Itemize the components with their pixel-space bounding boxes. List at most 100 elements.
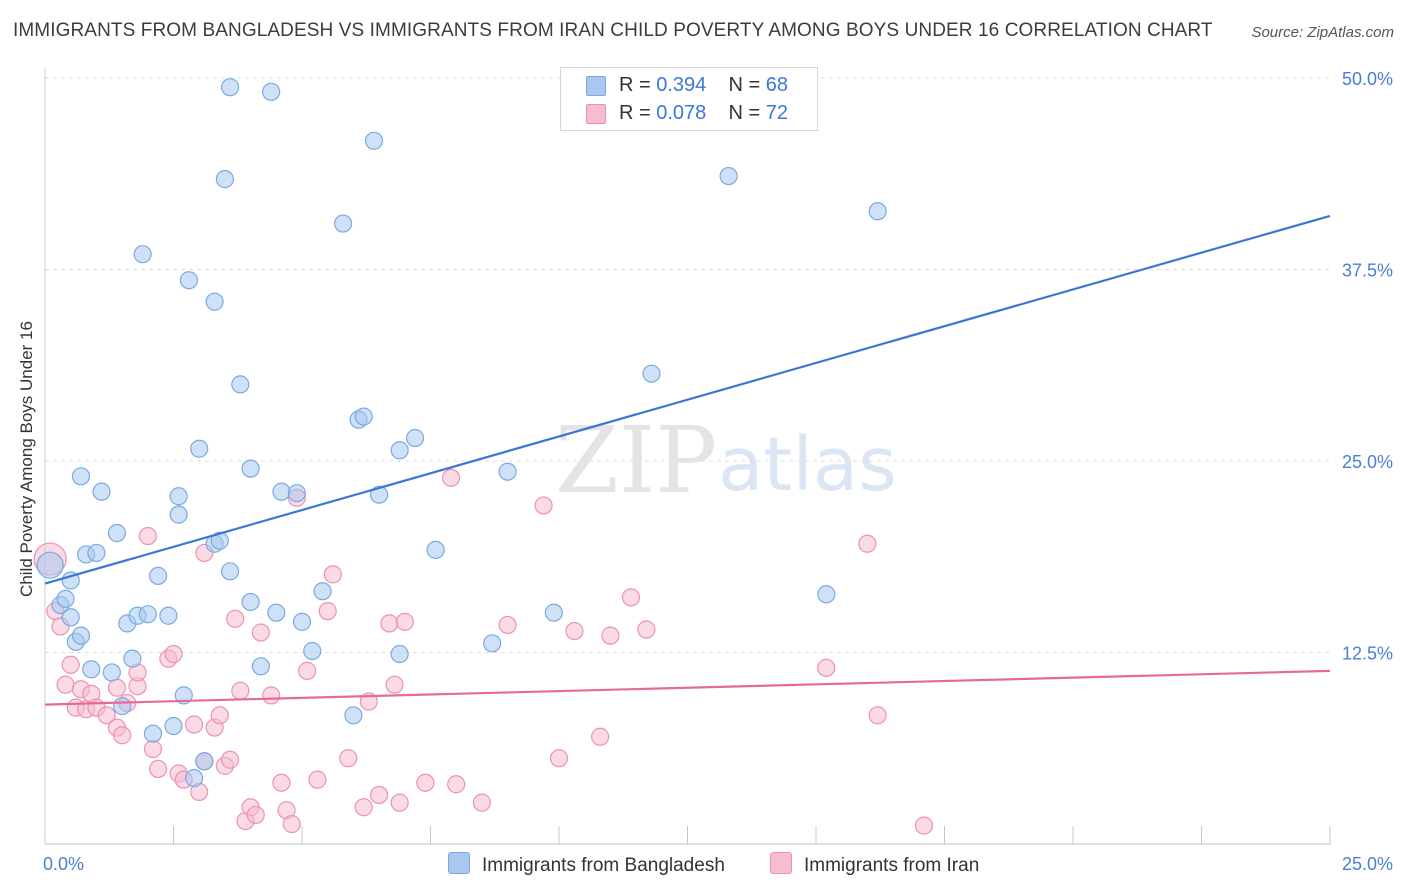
bangladesh-point [107, 523, 127, 543]
iran-trend-line [44, 669, 1331, 706]
bangladesh-point [112, 697, 132, 716]
bangladesh-point [92, 482, 111, 501]
bangladesh-point [313, 582, 332, 601]
bangladesh-point [210, 531, 229, 550]
iran-point [143, 739, 163, 759]
legend-n-label: N = [728, 102, 761, 124]
y-tick-label: 25.0% [1342, 452, 1393, 472]
bottom-legend-iran: Immigrants from Iran [770, 852, 979, 877]
bangladesh-point [36, 551, 64, 579]
bangladesh-trend-line [44, 214, 1331, 585]
bangladesh-point [159, 606, 178, 625]
correlation-legend: R = 0.394 N = 68 R = 0.078 N = 72 [560, 67, 818, 131]
iran-point [308, 770, 327, 789]
iran-point [251, 623, 270, 642]
iran-point [817, 658, 836, 677]
iran-point [272, 773, 291, 792]
bangladesh-point [71, 626, 91, 645]
x-tick-label: 0.0% [43, 854, 84, 874]
bangladesh-point [241, 592, 260, 612]
watermark-zip: ZIP [555, 407, 717, 514]
iran-point [231, 681, 250, 700]
bangladesh-point [292, 612, 312, 631]
bangladesh-point [405, 428, 425, 448]
legend-n-label: N = [728, 74, 761, 96]
iran-point [262, 686, 281, 705]
bangladesh-point [287, 484, 306, 503]
legend-r-value-iran: 0.078 [656, 102, 707, 124]
bangladesh-point [71, 467, 91, 486]
bangladesh-point [138, 605, 157, 624]
bangladesh-point [195, 752, 214, 771]
legend-n-value-bangladesh: 68 [765, 74, 789, 96]
iran-point [56, 675, 75, 694]
iran-point [591, 727, 610, 746]
iran-point [354, 798, 373, 817]
bangladesh-point [344, 706, 363, 725]
iran-point [184, 715, 204, 734]
iran-point [621, 588, 641, 607]
bangladesh-point [262, 82, 281, 101]
bangladesh-point [364, 131, 384, 150]
iran-point [637, 620, 656, 639]
bangladesh-point [251, 657, 270, 676]
bangladesh-point [179, 271, 199, 290]
iran-point [416, 773, 435, 792]
bangladesh-point [231, 375, 250, 394]
y-tick-label: 37.5% [1342, 261, 1393, 281]
iran-point [549, 749, 569, 768]
bangladesh-point [190, 439, 209, 458]
iran-point [148, 759, 168, 779]
x-tick-label: 25.0% [1342, 854, 1393, 874]
bangladesh-point [370, 485, 389, 504]
bangladesh-point [544, 603, 563, 622]
iran-points [33, 468, 934, 835]
iran-point [447, 775, 466, 794]
iran-point [601, 626, 620, 645]
bangladesh-point [334, 214, 353, 233]
bangladesh-point [61, 608, 80, 627]
bangladesh-point [164, 716, 183, 736]
iran-point [282, 814, 301, 834]
legend-r-value-bangladesh: 0.394 [656, 74, 707, 96]
iran-point [97, 706, 116, 725]
bangladesh-point [102, 663, 121, 682]
iran-point [210, 706, 229, 725]
bangladesh-point [205, 292, 224, 311]
legend-r-label: R = [619, 102, 651, 124]
bangladesh-point [272, 482, 291, 501]
bangladesh-point [390, 441, 409, 460]
bangladesh-point [169, 505, 188, 524]
bangladesh-point [174, 686, 193, 705]
bangladesh-point [498, 462, 517, 481]
y-tick-label: 12.5% [1342, 644, 1393, 664]
bangladesh-point [483, 634, 502, 653]
bangladesh-point [56, 589, 75, 608]
axes [44, 68, 1331, 845]
bottom-legend-swatch-bangladesh [448, 852, 470, 874]
iran-point [226, 609, 245, 628]
bangladesh-point [220, 78, 240, 97]
iran-point [339, 749, 358, 768]
legend-n-value-iran: 72 [765, 102, 789, 124]
bangladesh-point [426, 540, 445, 559]
legend-r-label: R = [619, 74, 651, 96]
bangladesh-point [184, 769, 204, 788]
iran-point [868, 706, 887, 725]
bangladesh-point [390, 644, 409, 664]
iran-point [370, 785, 389, 805]
bangladesh-point [82, 660, 101, 679]
bangladesh-point [220, 562, 240, 581]
trend-lines [44, 214, 1331, 706]
bottom-legend-label-iran: Immigrants from Iran [804, 855, 980, 876]
bangladesh-point [148, 566, 168, 586]
y-axis-label: Child Poverty Among Boys Under 16 [17, 321, 36, 597]
iran-point [380, 614, 399, 633]
iran-point [914, 816, 934, 835]
bangladesh-point [133, 245, 152, 264]
iran-point [534, 496, 553, 515]
bangladesh-point [303, 641, 322, 661]
bangladesh-point [241, 459, 260, 478]
iran-point [318, 602, 337, 621]
bangladesh-point [817, 585, 836, 604]
